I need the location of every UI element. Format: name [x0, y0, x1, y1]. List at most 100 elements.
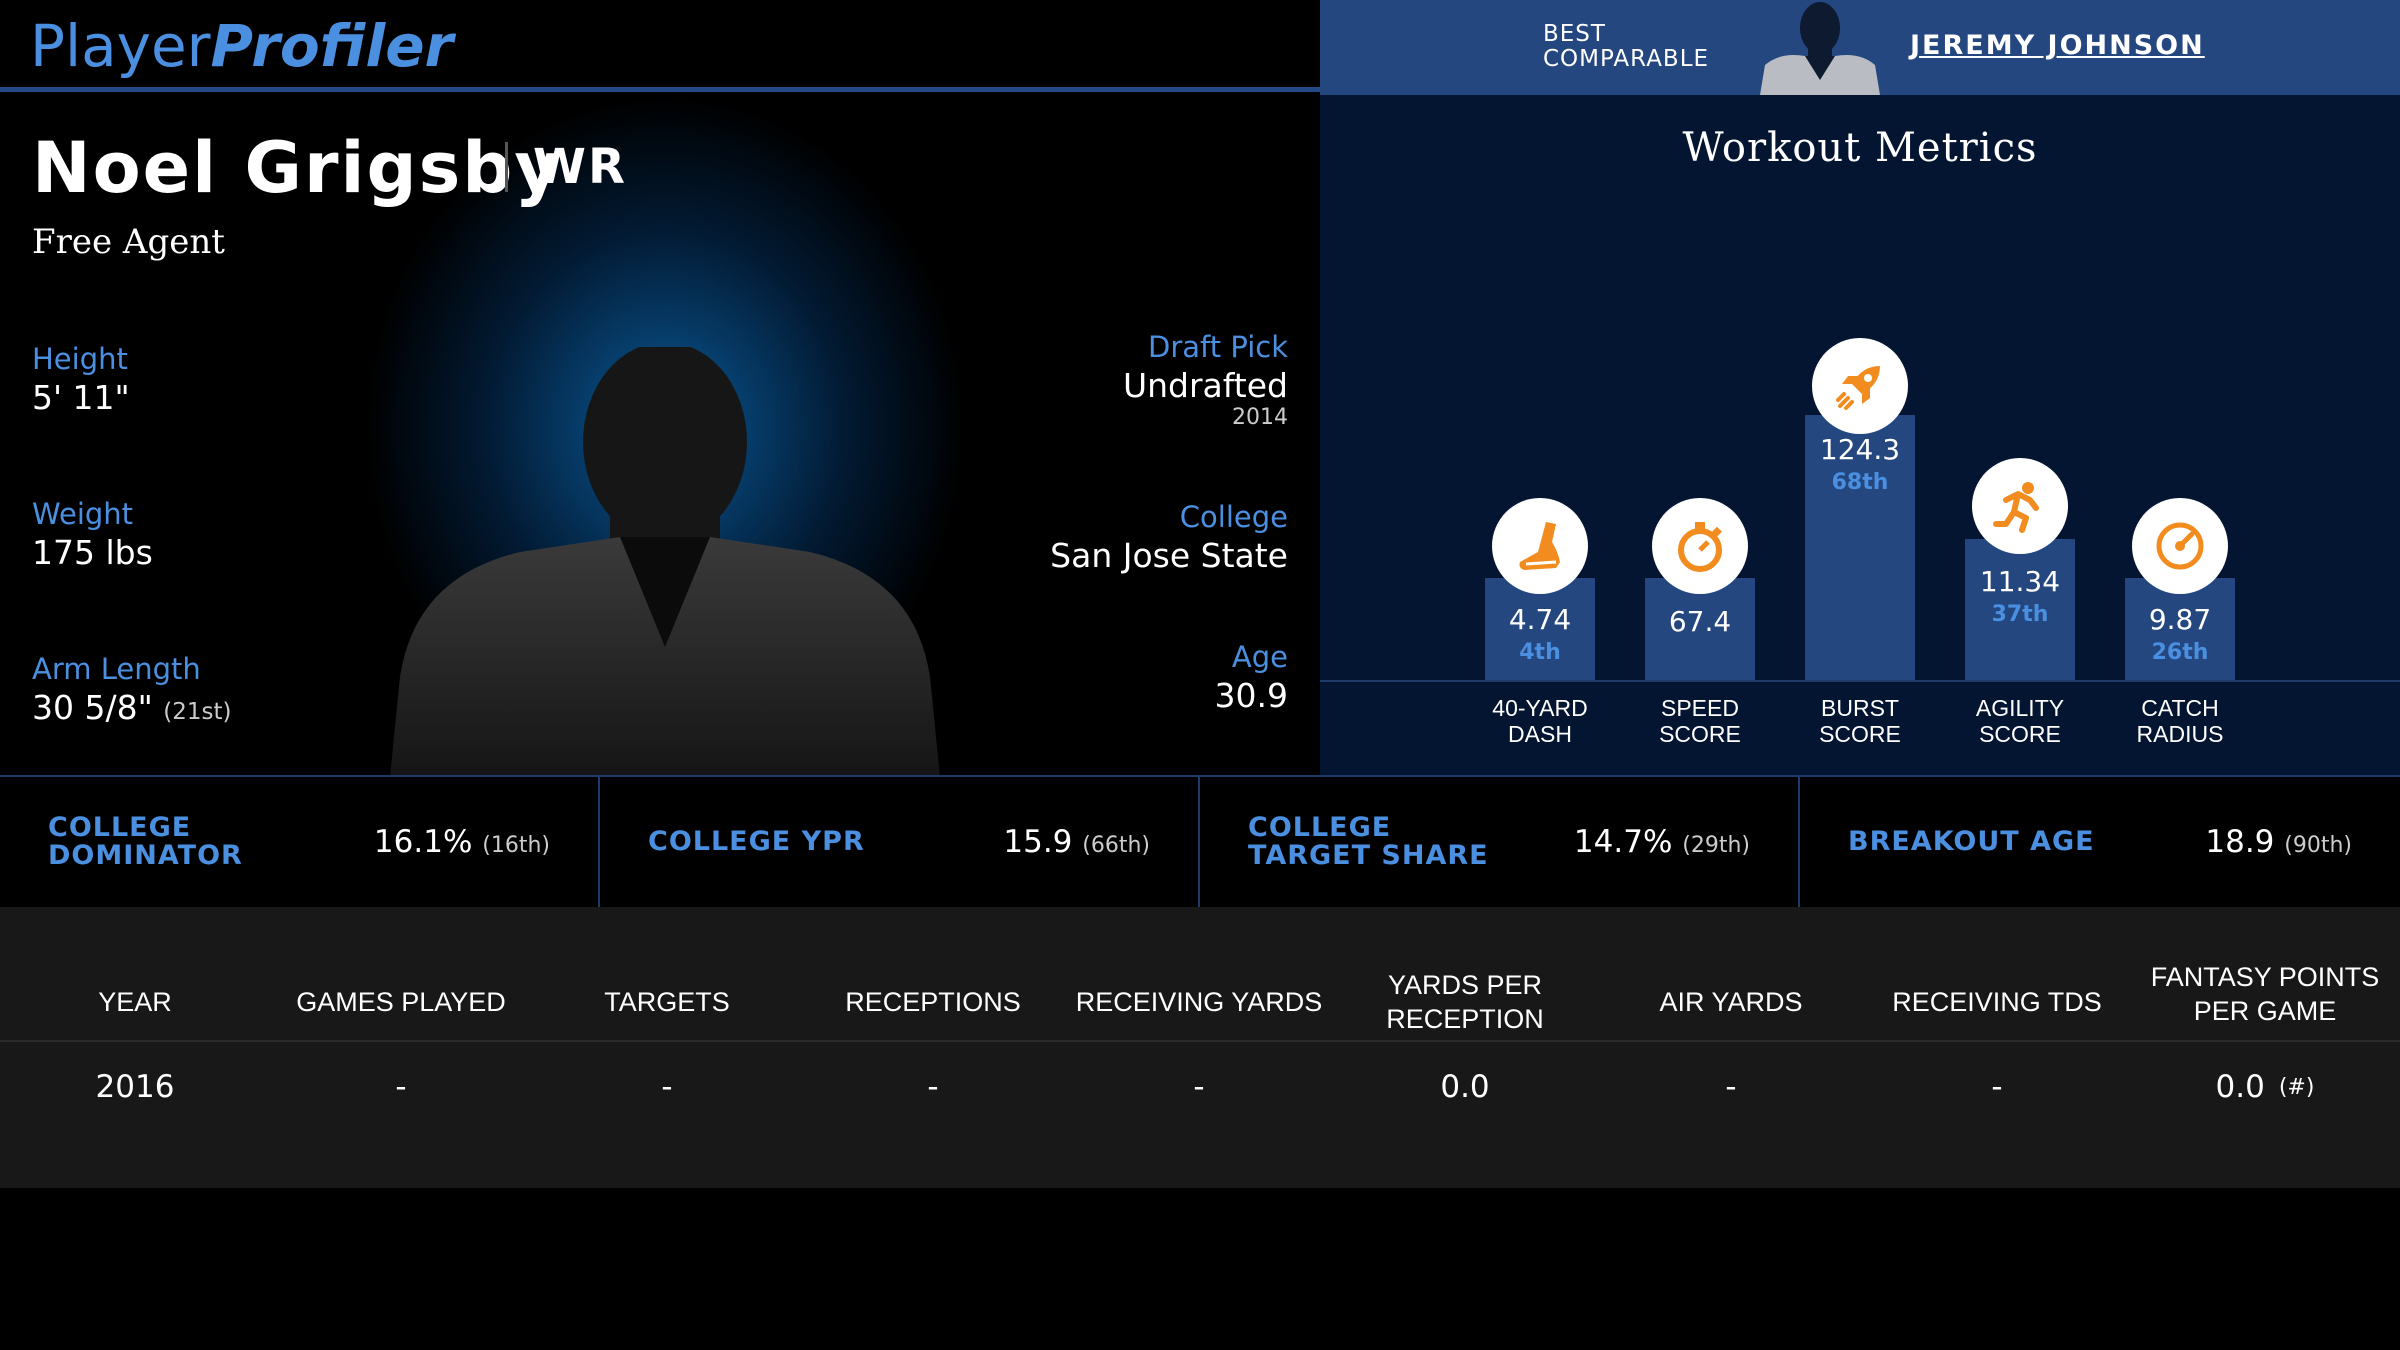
- comparable-avatar: [1760, 2, 1880, 95]
- metric-label: AGILITY SCORE: [1975, 695, 2065, 747]
- college-dominator-cell: COLLEGE DOMINATOR 16.1% (16th): [0, 777, 600, 907]
- college-stat-label: COLLEGE YPR: [648, 826, 865, 857]
- chart-baseline: [1320, 680, 2400, 682]
- metric-rank: 4th: [1519, 640, 1561, 665]
- header-bar: PlayerProfiler: [0, 0, 1320, 92]
- metric-label: SPEED SCORE: [1659, 695, 1741, 747]
- metric-value: 11.34: [1979, 565, 2061, 598]
- table-header[interactable]: GAMES PLAYED: [296, 987, 506, 1017]
- rocket-icon: [1812, 338, 1908, 434]
- player-profile-panel: Noel Grigsby WR Free Agent Height 5' 11"…: [0, 97, 1320, 775]
- metric-rank: 68th: [1831, 470, 1889, 495]
- college-stat-label: COLLEGE DOMINATOR: [48, 812, 243, 871]
- college-stat-value: 16.1%: [373, 824, 473, 860]
- metric-rank: 26th: [2151, 640, 2209, 665]
- table-header[interactable]: FANTASY POINTS PER GAME: [2150, 962, 2380, 1026]
- college-stat-label: BREAKOUT AGE: [1848, 826, 2095, 857]
- metric-value: 9.87: [2148, 603, 2212, 636]
- metric-label: 40-YARD DASH: [1492, 695, 1588, 747]
- metric-label: CATCH RADIUS: [2136, 695, 2224, 747]
- age-label: Age: [1231, 640, 1288, 674]
- table-cell: 0.0 (#): [2130, 1062, 2400, 1112]
- metric-bar: [1645, 578, 1755, 680]
- metric-catch-radius[interactable]: 9.87 26th CATCH RADIUS: [2125, 95, 2235, 775]
- player-team: Free Agent: [32, 222, 225, 262]
- fantasy-points-value: 0.0: [2215, 1069, 2265, 1105]
- player-silhouette: [390, 347, 940, 775]
- metric-agility-score[interactable]: 11.34 37th AGILITY SCORE: [1965, 95, 2075, 775]
- runner-icon: [1972, 458, 2068, 554]
- age-value: 30.9: [1214, 676, 1288, 715]
- weight-stat: Weight 175 lbs: [32, 497, 153, 572]
- table-cell: -: [927, 1069, 939, 1105]
- height-label: Height: [32, 342, 128, 376]
- metric-value: 4.74: [1508, 603, 1572, 636]
- college-stat-rank: (29th): [1682, 833, 1750, 858]
- metric-speed-score[interactable]: 67.4 SPEED SCORE: [1645, 95, 1755, 775]
- metric-bar: [1805, 415, 1915, 680]
- college-value: San Jose State: [1050, 536, 1288, 575]
- table-header[interactable]: AIR YARDS: [1659, 987, 1803, 1017]
- table-cell: -: [1725, 1069, 1737, 1105]
- height-stat: Height 5' 11": [32, 342, 130, 417]
- age-stat: Age 30.9: [1215, 640, 1288, 715]
- table-cell: -: [1991, 1069, 2003, 1105]
- shoe-icon: [1492, 498, 1588, 594]
- site-logo[interactable]: PlayerProfiler: [30, 12, 454, 80]
- comparable-player-link[interactable]: JEREMY JOHNSON: [1910, 30, 2205, 61]
- college-stat-value: 14.7%: [1573, 824, 1673, 860]
- weight-value: 175 lbs: [32, 533, 153, 572]
- player-name: Noel Grigsby: [32, 127, 562, 209]
- college-stat-value: 18.9: [2205, 824, 2275, 860]
- metric-bar: [1965, 539, 2075, 680]
- table-cell: 2016: [95, 1069, 175, 1105]
- draft-pick-stat: Draft Pick Undrafted 2014: [1123, 330, 1288, 430]
- table-header[interactable]: RECEIVING YARDS: [1075, 987, 1323, 1017]
- stopwatch-icon: [1652, 498, 1748, 594]
- metric-rank: 37th: [1991, 602, 2049, 627]
- table-header[interactable]: YARDS PER RECEPTION: [1386, 970, 1544, 1034]
- college-target-share-cell: COLLEGE TARGET SHARE 14.7% (29th): [1200, 777, 1800, 907]
- metric-bar: [1485, 578, 1595, 680]
- metric-value: 124.3: [1819, 433, 1901, 466]
- name-divider: [505, 142, 508, 192]
- draft-pick-label: Draft Pick: [1148, 330, 1288, 364]
- best-comparable-bar: BEST COMPARABLE JEREMY JOHNSON: [1320, 0, 2400, 95]
- arm-length-label: Arm Length: [32, 652, 201, 686]
- college-stat: College San Jose State: [1050, 500, 1288, 575]
- table-cell: -: [661, 1069, 673, 1105]
- metric-burst-score[interactable]: 124.3 68th BURST SCORE: [1805, 95, 1915, 775]
- breakout-age-cell: BREAKOUT AGE 18.9 (90th): [1800, 777, 2400, 907]
- metric-label: BURST SCORE: [1819, 695, 1901, 747]
- table-cell: 0.0: [1440, 1069, 1490, 1105]
- college-stats-row: COLLEGE DOMINATOR 16.1% (16th) COLLEGE Y…: [0, 775, 2400, 907]
- table-header[interactable]: RECEPTIONS: [845, 987, 1021, 1017]
- table-header[interactable]: YEAR: [98, 987, 172, 1017]
- arm-length-value: 30 5/8": [32, 688, 153, 727]
- best-comparable-label: BEST COMPARABLE: [1543, 21, 1710, 72]
- table-header[interactable]: RECEIVING TDS: [1892, 987, 2102, 1017]
- college-ypr-cell: COLLEGE YPR 15.9 (66th): [600, 777, 1200, 907]
- arm-length-stat: Arm Length 30 5/8" (21st): [32, 652, 232, 727]
- height-value: 5' 11": [32, 378, 130, 417]
- metric-bar: [2125, 578, 2235, 680]
- college-stat-value: 15.9: [1003, 824, 1073, 860]
- table-header[interactable]: TARGETS: [604, 987, 730, 1017]
- rank-marker: (#): [2278, 1074, 2315, 1100]
- table-divider: [0, 1040, 2400, 1042]
- metric-40-yard-dash[interactable]: 4.74 4th 40-YARD DASH: [1485, 95, 1595, 775]
- table-cell: -: [1193, 1069, 1205, 1105]
- arm-length-rank: (21st): [163, 699, 232, 725]
- college-stat-rank: (90th): [2284, 833, 2352, 858]
- weight-label: Weight: [32, 497, 134, 531]
- player-position: WR: [533, 139, 627, 195]
- target-icon: [2132, 498, 2228, 594]
- college-stat-rank: (16th): [482, 833, 550, 858]
- draft-year: 2014: [1232, 405, 1288, 430]
- workout-metrics-panel: Workout Metrics 4.74 4th 40-YARD DASH 67.…: [1320, 95, 2400, 775]
- draft-pick-value: Undrafted: [1122, 366, 1288, 405]
- season-stats-table: YEAR GAMES PLAYED TARGETS RECEPTIONS REC…: [0, 907, 2400, 1188]
- college-stat-label: COLLEGE TARGET SHARE: [1248, 812, 1489, 871]
- workout-title: Workout Metrics: [1682, 125, 2038, 171]
- metric-value: 67.4: [1668, 605, 1732, 638]
